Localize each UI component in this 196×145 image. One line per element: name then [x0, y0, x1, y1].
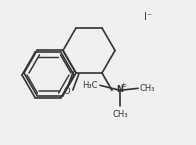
Text: ±: ±	[121, 82, 126, 88]
Text: O: O	[64, 87, 70, 97]
Text: N: N	[116, 85, 123, 94]
Text: H₃C: H₃C	[83, 81, 98, 90]
Text: CH₃: CH₃	[112, 110, 128, 119]
Text: CH₃: CH₃	[140, 84, 155, 93]
Text: I⁻: I⁻	[144, 12, 152, 22]
